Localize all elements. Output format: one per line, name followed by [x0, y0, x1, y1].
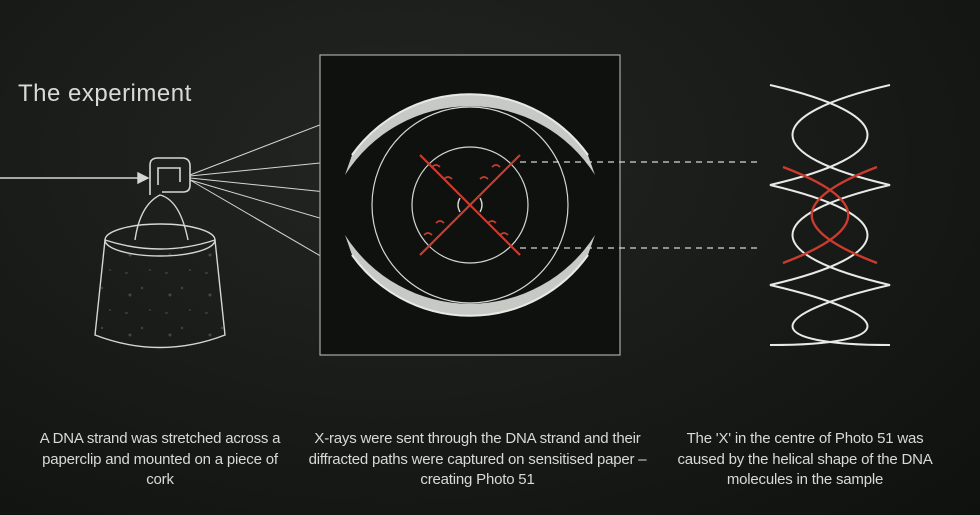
caption-helix: The 'X' in the centre of Photo 51 was ca… [670, 429, 940, 490]
photo51-plate [320, 55, 620, 355]
cork-mount-diagram [95, 158, 225, 348]
caption-photo51: X-rays were sent through the DNA strand … [308, 429, 648, 490]
dna-helix-diagram [770, 85, 890, 345]
captions-row: A DNA strand was stretched across a pape… [0, 429, 980, 490]
xray-beam [0, 173, 148, 183]
caption-cork: A DNA strand was stretched across a pape… [35, 429, 285, 490]
paperclip-icon [150, 158, 190, 195]
